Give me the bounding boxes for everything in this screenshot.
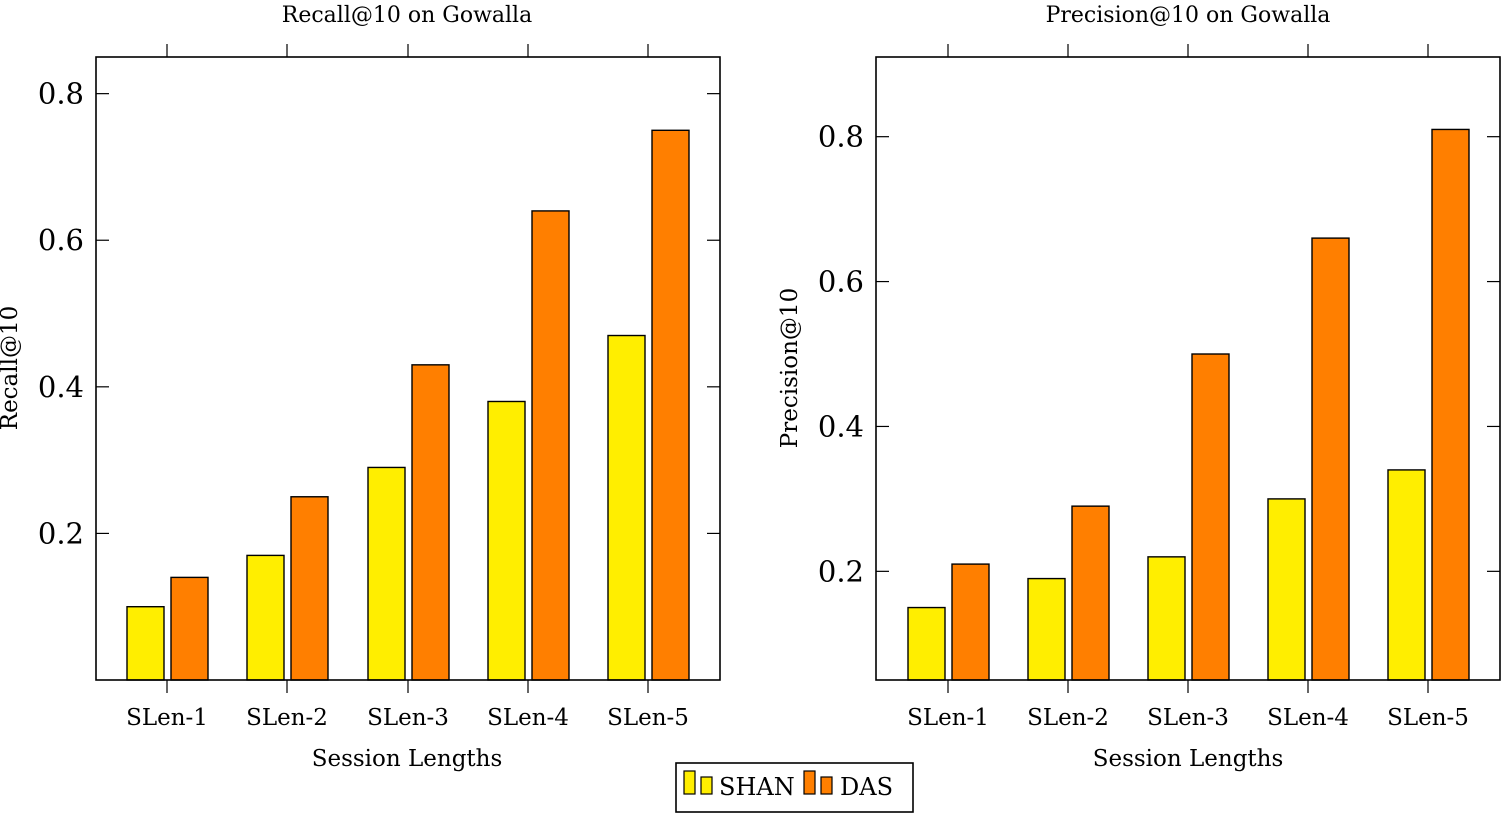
bar-das-slen-5 [651,129,690,681]
y-tick-label: 0.8 [38,77,84,111]
bar-das-slen-2 [1071,505,1110,681]
y-tick-label: 0.6 [38,223,84,257]
bar-shan-slen-5 [1387,469,1426,681]
y-tick-label: 0.2 [818,554,864,588]
bar-shan-slen-1 [907,606,946,681]
x-tick-label: SLen-1 [907,705,989,731]
y-tick-label: 0.8 [818,120,864,154]
bar-shan-slen-2 [1027,577,1066,681]
legend-box [675,762,914,813]
x-tick-label: SLen-3 [367,705,449,731]
bar-das-slen-4 [531,210,570,681]
recall-ticks [96,44,720,693]
precision-tick-labels: SLen-1 SLen-2 SLen-3 SLen-4 SLen-5 0.2 0.4 0.6 0… [818,120,1469,731]
precision-plot-frame [875,56,1501,681]
bar-das-slen-5 [1431,128,1470,681]
legend-swatch-shan-b [700,776,713,795]
y-tick-label: 0.4 [38,370,84,404]
precision-chart-title: Precision@10 on Gowalla [1046,3,1331,28]
legend-swatch-das-b [820,776,833,795]
recall-plot-frame [95,56,721,681]
x-tick-label: SLen-2 [246,705,328,731]
legend-swatch-das-a [803,770,816,795]
x-tick-label: SLen-3 [1147,705,1229,731]
bar-das-slen-2 [290,496,329,681]
x-tick-label: SLen-4 [487,705,569,731]
bar-shan-slen-4 [487,400,526,681]
precision-ticks [876,44,1500,693]
recall-chart-y-label: Recall@10 [0,306,23,431]
bar-das-slen-1 [951,563,990,681]
bar-das-slen-1 [170,576,209,681]
bar-shan-slen-2 [246,554,285,681]
bar-shan-slen-3 [367,466,406,681]
x-tick-label: SLen-2 [1027,705,1109,731]
legend-swatch-shan-a [683,770,696,795]
bar-shan-slen-1 [126,606,165,681]
bar-shan-slen-3 [1147,556,1186,681]
recall-bars [126,129,690,681]
x-tick-label: SLen-5 [1387,705,1469,731]
precision-bars [907,128,1470,681]
bar-das-slen-3 [1191,353,1230,681]
legend: SHAN DAS [675,762,914,813]
precision-chart-y-label: Precision@10 [777,288,803,448]
x-tick-label: SLen-5 [607,705,689,731]
bar-das-slen-3 [411,364,450,681]
x-tick-label: SLen-4 [1267,705,1349,731]
x-tick-label: SLen-1 [126,705,208,731]
legend-label-shan: SHAN [719,773,795,801]
recall-chart-x-label: Session Lengths [312,746,503,772]
bar-shan-slen-5 [607,334,646,681]
bar-das-slen-4 [1311,237,1350,681]
recall-chart-title: Recall@10 on Gowalla [282,3,532,28]
precision-chart: Precision@10 on Gowalla Session Lengths … [777,3,1501,772]
y-tick-label: 0.2 [38,516,84,550]
recall-chart: Recall@10 on Gowalla Session Lengths Rec… [0,3,721,772]
recall-tick-labels: SLen-1 SLen-2 SLen-3 SLen-4 SLen-5 0.2 0.4 0.6 0… [38,77,689,731]
legend-label-das: DAS [840,773,893,801]
bar-shan-slen-4 [1267,498,1306,681]
precision-chart-x-label: Session Lengths [1093,746,1284,772]
y-tick-label: 0.4 [818,409,864,443]
y-tick-label: 0.6 [818,265,864,299]
